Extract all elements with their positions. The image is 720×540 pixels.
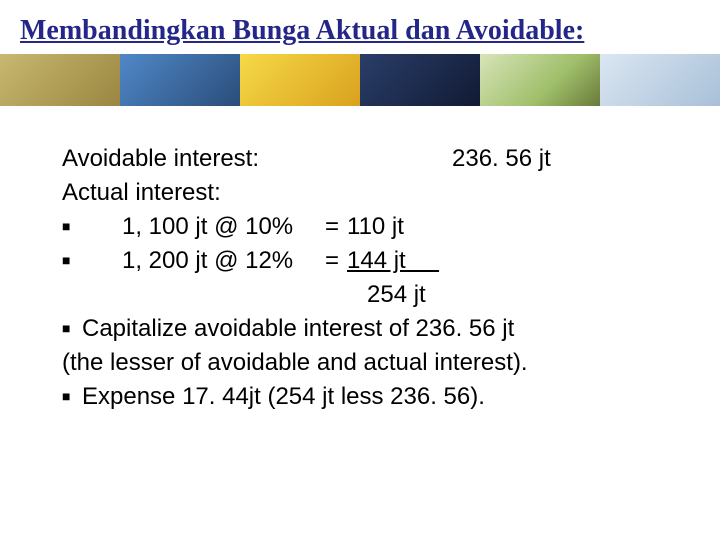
banner-segment xyxy=(480,54,600,106)
banner-segment xyxy=(240,54,360,106)
capitalize-text: Capitalize avoidable interest of 236. 56… xyxy=(82,312,676,346)
sum-row: 254 jt xyxy=(62,278,676,312)
content-body: Avoidable interest: 236. 56 jt Actual in… xyxy=(0,106,720,435)
expense-line: ■ Expense 17. 44jt (254 jt less 236. 56)… xyxy=(62,380,676,414)
bullet-icon: ■ xyxy=(62,320,70,336)
bullet-icon: ■ xyxy=(62,252,70,268)
avoidable-value: 236. 56 jt xyxy=(412,142,676,176)
banner-segment xyxy=(120,54,240,106)
avoidable-row: Avoidable interest: 236. 56 jt xyxy=(62,142,676,176)
calc-row: ■ 1, 100 jt @ 10% = 110 jt xyxy=(62,210,676,244)
banner-segment xyxy=(600,54,720,106)
actual-label: Actual interest: xyxy=(62,176,676,210)
calc-row: ■ 1, 200 jt @ 12% = 144 jt xyxy=(62,244,676,278)
bullet-icon: ■ xyxy=(62,218,70,234)
banner-segment xyxy=(0,54,120,106)
sum-value: 254 jt xyxy=(367,278,426,312)
calc-value: 144 jt xyxy=(347,244,457,278)
title-area: Membandingkan Bunga Aktual dan Avoidable… xyxy=(0,0,720,54)
bullet-icon: ■ xyxy=(62,388,70,404)
calc-eq: = xyxy=(317,210,347,244)
calc-eq: = xyxy=(317,244,347,278)
banner-segment xyxy=(360,54,480,106)
calc-value: 110 jt xyxy=(347,210,457,244)
capitalize-line: ■ Capitalize avoidable interest of 236. … xyxy=(62,312,676,346)
calc-label: 1, 200 jt @ 12% xyxy=(102,244,317,278)
expense-text: Expense 17. 44jt (254 jt less 236. 56). xyxy=(82,380,676,414)
image-banner xyxy=(0,54,720,106)
slide-title: Membandingkan Bunga Aktual dan Avoidable… xyxy=(20,14,700,48)
avoidable-label: Avoidable interest: xyxy=(62,142,412,176)
calc-label: 1, 100 jt @ 10% xyxy=(102,210,317,244)
lesser-text: (the lesser of avoidable and actual inte… xyxy=(62,346,676,380)
